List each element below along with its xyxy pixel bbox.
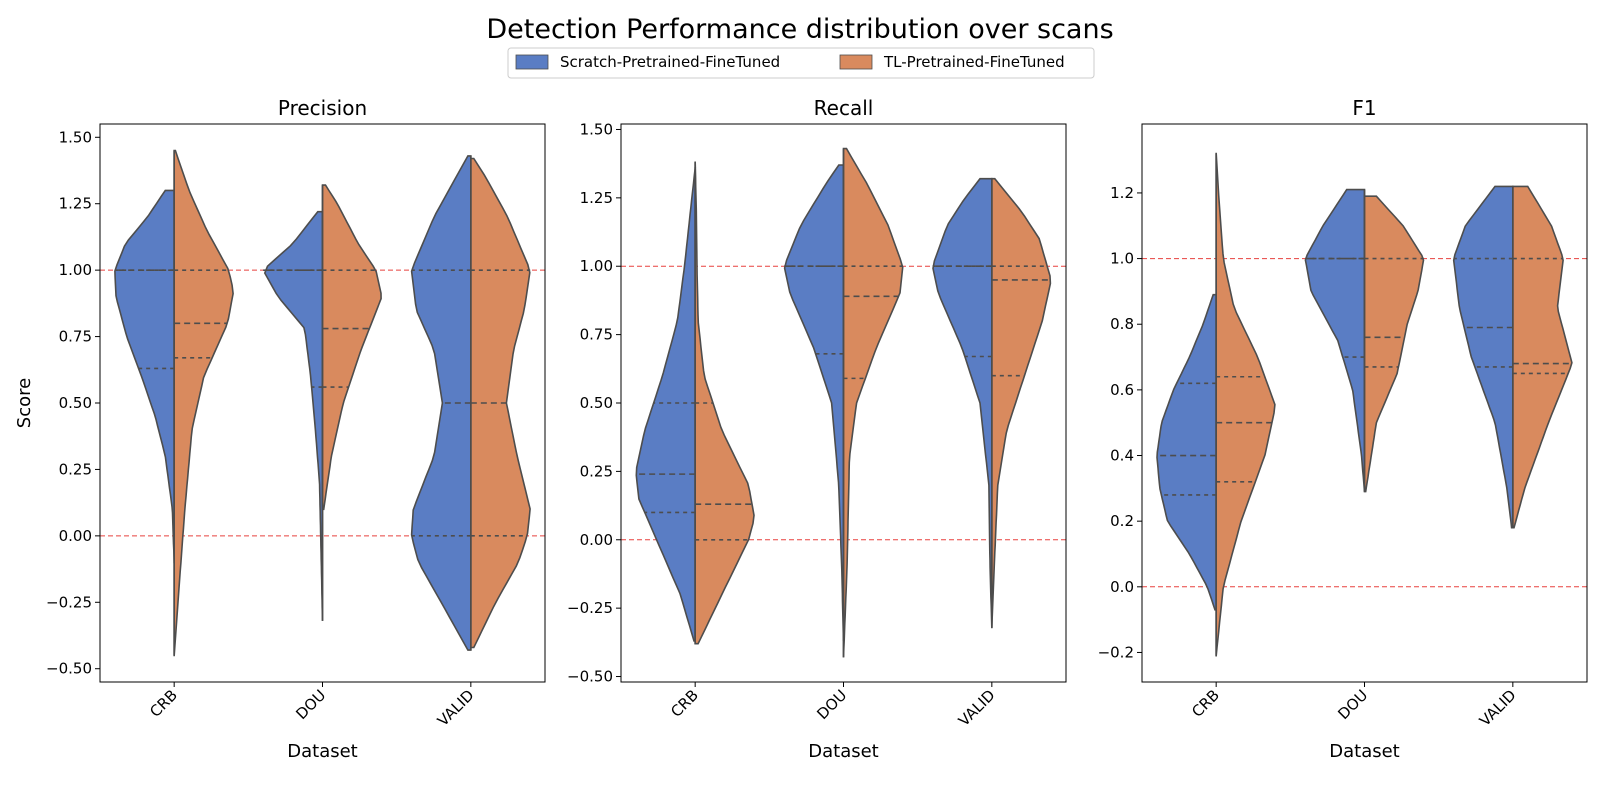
- legend: Scratch-Pretrained-FineTuned TL-Pretrain…: [507, 47, 1095, 79]
- y-tick-label: 0.8: [1110, 315, 1134, 333]
- y-tick-label: 0.75: [580, 326, 613, 344]
- y-tick-label: −0.25: [567, 599, 613, 617]
- violin-tl-valid: [470, 157, 531, 649]
- violin-scratch-dou: [263, 210, 324, 621]
- y-tick-label: 0.0: [1110, 578, 1134, 596]
- violin-scratch-crb: [635, 167, 697, 642]
- x-axis-label: Dataset: [287, 741, 358, 762]
- x-axis-label: Dataset: [1329, 741, 1400, 762]
- legend-frame: [507, 47, 1095, 79]
- violin-tl-valid: [1512, 185, 1573, 529]
- violin-scratch-valid: [1452, 185, 1514, 529]
- x-tick-label: CRB: [1188, 686, 1223, 721]
- x-tick-label: CRB: [146, 686, 181, 721]
- violin-tl-crb: [173, 149, 234, 657]
- x-tick-label: VALID: [434, 686, 478, 730]
- y-tick-label: −0.25: [46, 593, 92, 611]
- y-tick-label: 1.25: [580, 189, 613, 207]
- y-tick-label: 0.75: [59, 328, 92, 346]
- violin-tl-crb: [694, 161, 755, 645]
- y-tick-label: 1.50: [59, 128, 92, 146]
- y-tick-label: 1.2: [1110, 184, 1134, 202]
- y-tick-label: 0.00: [580, 531, 613, 549]
- y-tick-label: 1.50: [580, 120, 613, 138]
- x-tick-label: VALID: [955, 686, 999, 730]
- legend-swatch-tl: [839, 54, 873, 70]
- panel-title: F1: [1352, 96, 1376, 120]
- x-tick-label: DOU: [813, 686, 850, 723]
- panel-title: Precision: [278, 96, 367, 120]
- y-tick-label: −0.2: [1098, 643, 1134, 661]
- y-tick-label: −0.50: [46, 660, 92, 678]
- y-tick-label: 0.6: [1110, 381, 1134, 399]
- panels: −0.50 −0.25 0.00 0.25 0.50 0.75 1.00 1.25 1.50 CR…: [14, 96, 1588, 762]
- violin-scratch-valid: [410, 155, 472, 651]
- y-tick-label: 0.00: [59, 527, 92, 545]
- violin-scratch-valid: [932, 177, 993, 629]
- panel-recall: −0.50 −0.25 0.00 0.25 0.50 0.75 1.00 1.25 1.50 CR…: [567, 96, 1067, 762]
- x-axis-label: Dataset: [808, 741, 879, 762]
- panel-f1: −0.2 0.0 0.2 0.4 0.6 0.8 1.0 1.2 CRB DOU VALID F1 Da…: [1098, 96, 1588, 762]
- y-tick-label: 1.00: [59, 261, 92, 279]
- violin-scratch-crb: [114, 189, 176, 564]
- panel-title: Recall: [814, 96, 874, 120]
- y-tick-label: 0.50: [580, 394, 613, 412]
- x-tick-label: VALID: [1476, 686, 1520, 730]
- y-tick-label: 0.25: [580, 462, 613, 480]
- violin-tl-valid: [990, 177, 1052, 629]
- violin-scratch-crb: [1156, 293, 1217, 611]
- x-tick-label: CRB: [667, 686, 702, 721]
- y-tick-label: 0.2: [1110, 512, 1134, 530]
- panel-precision: −0.50 −0.25 0.00 0.25 0.50 0.75 1.00 1.25 1.50 CR…: [14, 96, 546, 762]
- legend-label-tl: TL-Pretrained-FineTuned: [883, 53, 1065, 71]
- violin-tl-dou: [842, 147, 904, 658]
- x-tick-label: DOU: [292, 686, 329, 723]
- y-tick-label: −0.50: [567, 668, 613, 686]
- violin-tl-crb: [1215, 152, 1276, 657]
- y-tick-label: 0.4: [1110, 447, 1134, 465]
- violin-scratch-dou: [1304, 188, 1366, 492]
- y-tick-label: 0.50: [59, 394, 92, 412]
- y-tick-label: 1.0: [1110, 250, 1134, 268]
- x-tick-label: DOU: [1334, 686, 1371, 723]
- violin-tl-dou: [321, 184, 382, 511]
- figure-title: Detection Performance distribution over …: [486, 14, 1113, 45]
- violin-scratch-dou: [783, 164, 845, 642]
- violin-tl-dou: [1363, 195, 1425, 493]
- y-tick-label: 1.00: [580, 257, 613, 275]
- legend-swatch-scratch: [515, 54, 549, 70]
- legend-label-scratch: Scratch-Pretrained-FineTuned: [560, 53, 780, 71]
- y-axis-label: Score: [14, 378, 35, 428]
- y-tick-label: 0.25: [59, 460, 92, 478]
- y-tick-label: 1.25: [59, 195, 92, 213]
